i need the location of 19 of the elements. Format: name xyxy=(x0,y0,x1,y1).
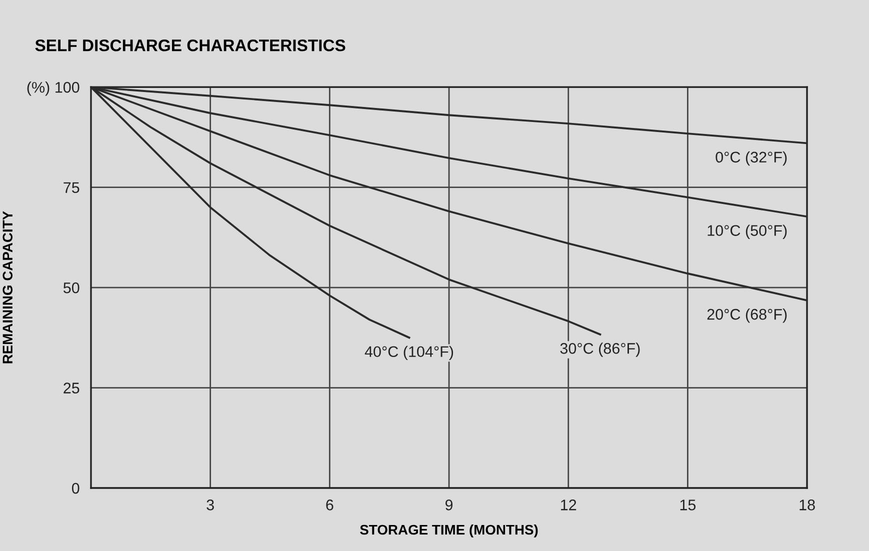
y-tick-label: 25 xyxy=(64,382,80,394)
series-label: 30°C (86°F) xyxy=(560,342,640,357)
y-tick-label: 75 xyxy=(64,182,80,193)
y-tick-label: 0 xyxy=(72,482,80,494)
y-axis-title: REMAINING CAPACITY xyxy=(2,211,13,364)
x-tick-label: 15 xyxy=(680,500,696,510)
x-tick-label: 3 xyxy=(206,500,214,510)
x-tick-label: 6 xyxy=(326,500,334,510)
x-tick-label: 18 xyxy=(800,500,815,510)
x-axis-title: STORAGE TIME (MONTHS) xyxy=(360,524,538,538)
y-tick-label: (%) 100 xyxy=(27,82,80,96)
y-tick-label: 50 xyxy=(63,282,80,294)
series-label: 40°C (104°F) xyxy=(364,346,454,360)
x-tick-label: 12 xyxy=(561,500,576,510)
x-tick-label: 9 xyxy=(445,500,453,510)
series-label: 10°C (50°F) xyxy=(708,224,787,239)
chart-title: SELF DISCHARGE CHARACTERISTICS xyxy=(35,40,346,52)
series-label: 0°C (32°F) xyxy=(716,151,787,166)
series-label: 20°C (68°F) xyxy=(707,308,787,323)
